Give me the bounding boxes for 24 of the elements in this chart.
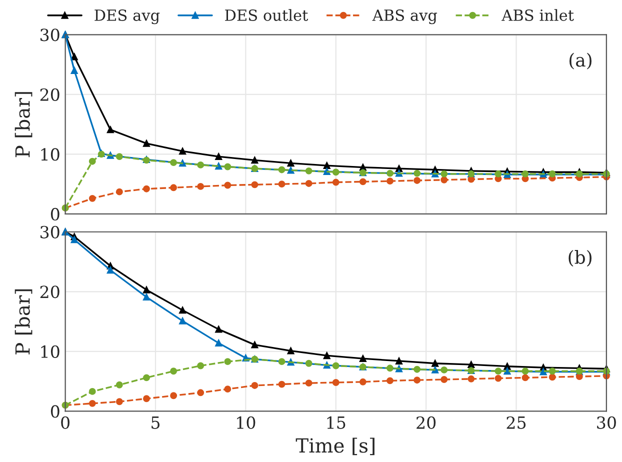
y-tick-label: 30 [40,28,60,42]
x-tick-label: 5 [152,416,160,429]
y-tick-label: 0 [50,405,60,418]
legend-label: DES outlet [225,9,308,21]
x-axis-title: Time [s] [296,438,374,456]
legend-label: DES avg [94,9,160,24]
y-axis-title: P [bar] [14,289,32,354]
x-tick-label: 30 [597,416,616,429]
annotation: (b) [568,250,592,267]
legend-label: ABS avg [372,9,438,24]
annotation: (a) [569,52,592,70]
x-tick-label: 0 [61,416,70,429]
y-tick-label: 30 [40,226,60,238]
x-tick-label: 20 [416,416,436,429]
y-tick-label: 20 [40,88,60,101]
x-tick-label: 15 [327,416,346,429]
legend-label: ABS inlet [502,9,574,21]
y-tick-label: 10 [41,148,60,161]
y-tick-label: 20 [40,286,60,298]
y-axis-title: P [bar] [14,92,32,158]
y-tick-label: 10 [41,345,60,358]
x-tick-label: 10 [237,416,256,429]
x-tick-label: 25 [506,416,526,429]
y-tick-label: 0 [50,208,60,221]
